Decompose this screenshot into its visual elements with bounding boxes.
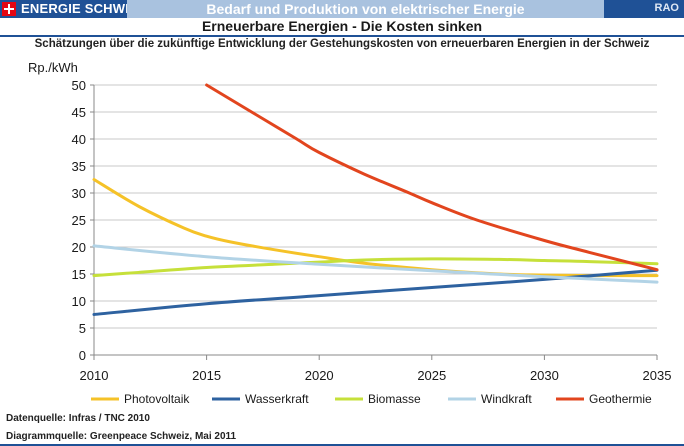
- x-tick-label: 2015: [192, 368, 221, 383]
- brand-block: ENERGIE SCHWEIZ: [0, 0, 146, 18]
- y-tick-label: 15: [72, 267, 86, 282]
- y-tick-label: 25: [72, 213, 86, 228]
- chart-series: [92, 83, 659, 316]
- y-tick-label: 30: [72, 186, 86, 201]
- series-line-biomasse: [92, 257, 659, 278]
- legend-label-geothermie: Geothermie: [589, 392, 652, 406]
- legend-label-wasserkraft: Wasserkraft: [245, 392, 309, 406]
- x-tick-label: 2020: [305, 368, 334, 383]
- y-tick-label: 35: [72, 159, 86, 174]
- y-tick-label: 10: [72, 294, 86, 309]
- legend-label-biomasse: Biomasse: [368, 392, 421, 406]
- y-tick-label: 40: [72, 132, 86, 147]
- y-tick-label: 5: [79, 321, 86, 336]
- data-source: Datenquelle: Infras / TNC 2010: [6, 413, 150, 424]
- chart-axes: [90, 84, 658, 360]
- tag-block: RAO: [604, 0, 684, 18]
- x-tick-label: 2035: [643, 368, 672, 383]
- legend-label-photovoltaik: Photovoltaik: [124, 392, 190, 406]
- chart-description: Schätzungen über die zukünftige Entwickl…: [34, 38, 650, 50]
- diagram-source: Diagrammquelle: Greenpeace Schweiz, Mai …: [6, 431, 237, 442]
- y-tick-label: 0: [79, 348, 86, 363]
- topic-title: Bedarf und Produktion von elektrischer E…: [127, 0, 604, 18]
- y-tick-label: 20: [72, 240, 86, 255]
- brand-name: ENERGIE SCHWEIZ: [21, 1, 147, 16]
- legend-label-windkraft: Windkraft: [481, 392, 532, 406]
- series-line-geothermie: [205, 83, 659, 272]
- x-tick-label: 2010: [80, 368, 109, 383]
- y-axis-unit-label: Rp./kWh: [28, 60, 78, 75]
- series-line-photovoltaik: [92, 178, 659, 278]
- page-subtitle: Erneuerbare Energien - Die Kosten sinken: [0, 18, 684, 37]
- x-tick-label: 2030: [530, 368, 559, 383]
- y-tick-label: 50: [72, 78, 86, 93]
- x-tick-label: 2025: [417, 368, 446, 383]
- tag-label: RAO: [654, 2, 679, 14]
- swiss-flag-icon: [2, 2, 16, 16]
- chart-legend: Photovoltaik Wasserkraft Biomasse Windkraft…: [91, 392, 652, 406]
- series-line-windkraft: [92, 244, 659, 284]
- bottom-divider: [0, 444, 684, 446]
- y-tick-label: 45: [72, 105, 86, 120]
